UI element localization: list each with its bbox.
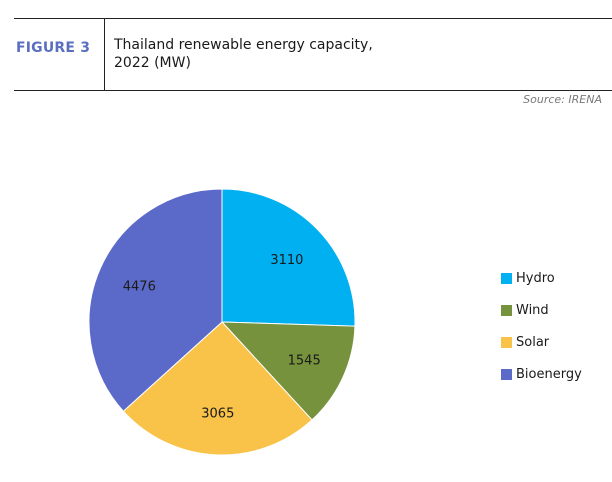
legend-swatch xyxy=(501,336,512,348)
figure-title-line2: 2022 (MW) xyxy=(114,55,191,71)
figure-title: Thailand renewable energy capacity, 2022… xyxy=(114,36,494,72)
legend-swatch xyxy=(501,272,512,284)
legend-item-hydro: Hydro xyxy=(501,262,582,294)
legend-label: Hydro xyxy=(516,270,555,286)
legend-item-bioenergy: Bioenergy xyxy=(501,358,582,390)
data-label-wind: 1545 xyxy=(288,354,321,369)
pie-slices xyxy=(88,188,356,456)
figure-title-line1: Thailand renewable energy capacity, xyxy=(114,37,373,53)
pie-data-labels: 3110 1545 3065 4476 xyxy=(123,253,321,421)
data-label-bioenergy: 4476 xyxy=(123,279,156,294)
header-divider xyxy=(104,18,105,90)
header-top-rule xyxy=(14,18,612,19)
pie-slice-hydro xyxy=(221,188,356,327)
legend-label: Wind xyxy=(516,302,549,318)
source-note: Source: IRENA xyxy=(523,93,602,106)
pie-slice-bioenergy xyxy=(88,188,223,412)
data-label-hydro: 3110 xyxy=(270,253,303,268)
pie-slice-solar xyxy=(122,321,313,456)
legend-swatch xyxy=(501,368,512,380)
data-label-solar: 3065 xyxy=(201,406,234,421)
legend-label: Solar xyxy=(516,334,550,350)
chart-legend: Hydro Wind Solar Bioenergy xyxy=(501,262,582,390)
legend-item-wind: Wind xyxy=(501,294,582,326)
legend-label: Bioenergy xyxy=(516,366,582,382)
pie-slice-wind xyxy=(220,321,356,421)
header-bottom-rule xyxy=(14,90,612,91)
legend-item-solar: Solar xyxy=(501,326,582,358)
figure-label: FIGURE 3 xyxy=(16,40,91,56)
legend-swatch xyxy=(501,304,512,316)
